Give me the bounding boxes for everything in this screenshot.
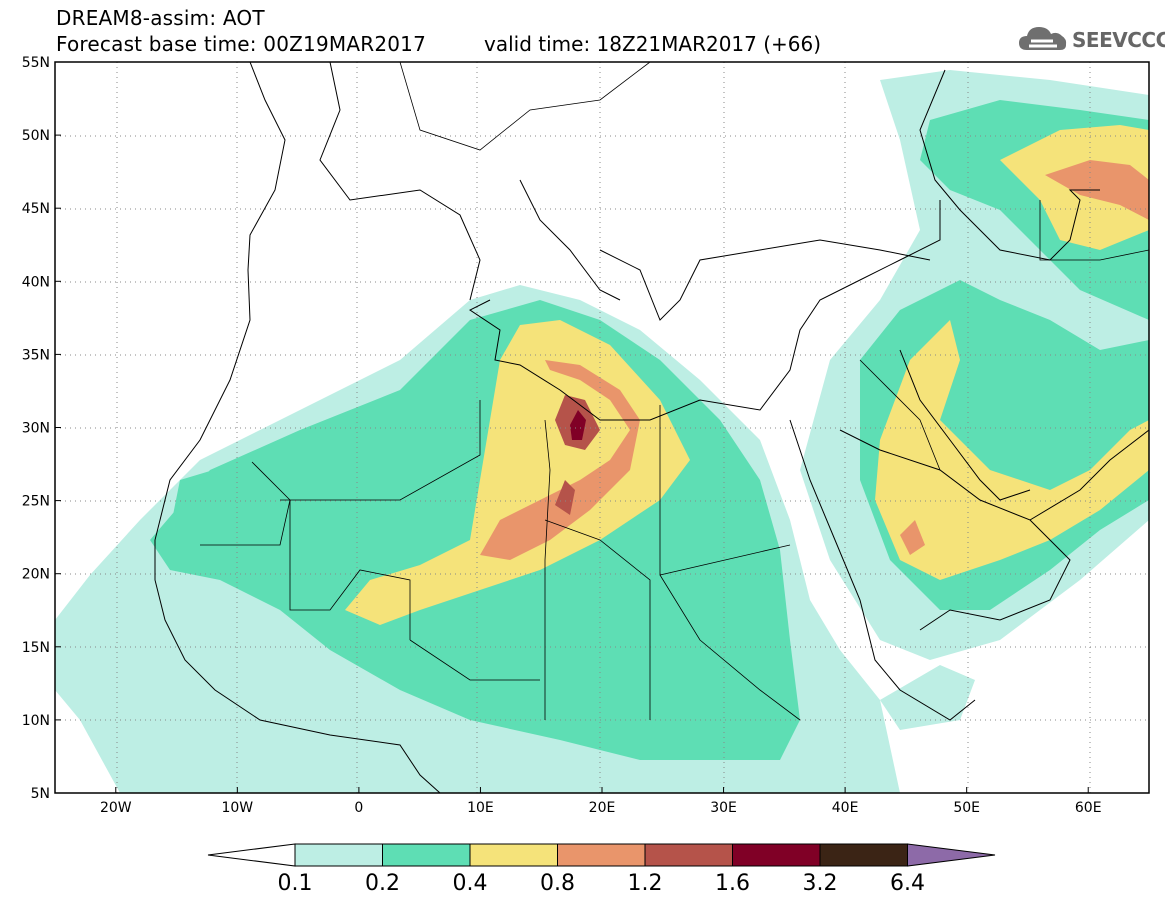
lat-tick-50N: 50N: [22, 128, 50, 144]
lat-tick-55N: 55N: [22, 55, 50, 71]
aot-band-0.4: [345, 320, 690, 625]
aot-field: [55, 70, 1149, 793]
lat-tick-15N: 15N: [22, 640, 50, 656]
lat-tick-30N: 30N: [22, 421, 50, 437]
colorbar-label-1.2: 1.2: [627, 871, 663, 896]
colorbar-label-0.2: 0.2: [365, 871, 400, 896]
lon-tick-50E: 50E: [953, 800, 980, 816]
colorbar-label-1.6: 1.6: [715, 871, 750, 896]
lon-tick-40E: 40E: [832, 800, 859, 816]
lon-tick-60E: 60E: [1075, 800, 1102, 816]
lat-tick-45N: 45N: [22, 201, 50, 217]
valid-time: valid time: 18Z21MAR2017 (+66): [484, 32, 822, 56]
map-title: DREAM8-assim: AOT: [56, 6, 265, 30]
forecast-base-time: Forecast base time: 00Z19MAR2017: [56, 32, 427, 56]
lon-tick-20W: 20W: [100, 800, 132, 816]
lat-tick-40N: 40N: [22, 274, 50, 290]
lon-tick-10E: 10E: [467, 800, 494, 816]
colorbar-label-3.2: 3.2: [802, 871, 838, 896]
logo-text: SEEVCCC: [1072, 28, 1165, 52]
colorbar-label-0.8: 0.8: [540, 871, 575, 896]
lat-tick-10N: 10N: [22, 713, 50, 729]
map-grid: [55, 62, 1149, 793]
lon-tick-10W: 10W: [221, 800, 253, 816]
aot-band-1.6: [570, 410, 586, 440]
lon-tick-30E: 30E: [710, 800, 737, 816]
country-borders: [200, 62, 1149, 721]
lat-tick-labels: 55N 50N 45N 40N 35N 30N 25N 20N 15N 10N 5N: [22, 55, 61, 802]
lon-tick-labels: 20W 10W 0 10E 20E 30E 40E 50E 60E: [100, 787, 1102, 816]
lon-tick-20E: 20E: [589, 800, 616, 816]
colorbar-label-0.4: 0.4: [452, 871, 488, 896]
lat-tick-20N: 20N: [22, 567, 50, 583]
lon-tick-0: 0: [354, 800, 363, 816]
lat-tick-35N: 35N: [22, 347, 50, 363]
aot-band-0.8: [480, 360, 640, 560]
colorbar-label-6.4: 6.4: [890, 871, 925, 896]
lat-tick-5N: 5N: [31, 786, 50, 802]
lat-tick-25N: 25N: [22, 494, 50, 510]
seevccc-logo: SEEVCCC: [1017, 22, 1165, 58]
cloud-icon: [1019, 27, 1067, 50]
coastlines: [154, 62, 1149, 793]
colorbar-label-0.1: 0.1: [277, 871, 313, 896]
